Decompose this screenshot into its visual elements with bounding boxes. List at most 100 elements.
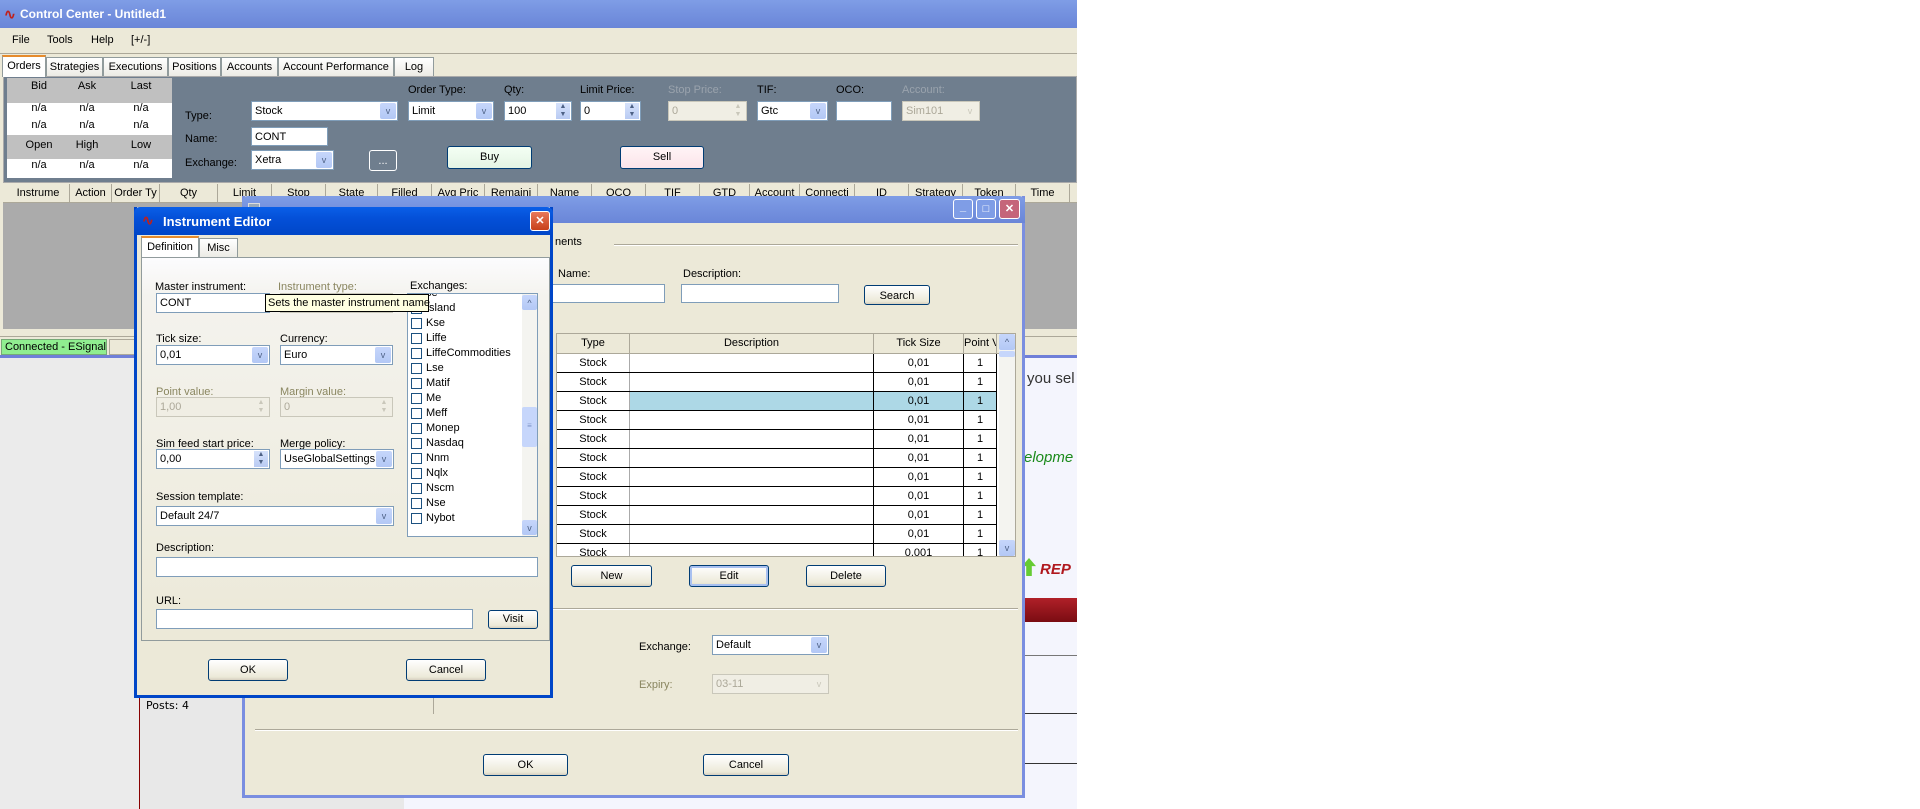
new-button[interactable]: New [571, 565, 652, 587]
exchange-item[interactable]: Meff [411, 406, 447, 421]
column-header-point-val-[interactable]: Point Val. [964, 334, 997, 353]
column-header-id[interactable]: ID [855, 184, 909, 203]
checkbox[interactable] [411, 482, 422, 494]
exchange-item[interactable]: Liffe [411, 331, 447, 346]
tab-misc[interactable]: Misc [199, 238, 238, 257]
search-button[interactable]: Search [864, 285, 930, 305]
exchange-item[interactable]: Nqlx [411, 466, 448, 481]
menu-tools[interactable]: Tools [47, 34, 73, 46]
tab-log[interactable]: Log [394, 57, 434, 76]
exchange-item[interactable]: Nscm [411, 481, 454, 496]
checkbox[interactable] [411, 512, 422, 524]
order-type-select[interactable]: Limit v [408, 101, 494, 121]
spinner-arrows-icon[interactable]: ▲ ▼ [254, 451, 268, 467]
table-row[interactable]: Stock 0,01 1 [557, 373, 997, 392]
checkbox[interactable] [411, 497, 422, 509]
exchange-item[interactable]: Me [411, 391, 441, 406]
checkbox[interactable] [411, 377, 422, 389]
close-button[interactable]: ✕ [999, 199, 1020, 219]
sim-feed-stepper[interactable]: 0,00 ▲ ▼ [156, 449, 270, 469]
buy-button[interactable]: Buy [447, 146, 532, 169]
checkbox[interactable] [411, 452, 422, 464]
menu-file[interactable]: File [12, 34, 30, 46]
scroll-down-icon[interactable]: v [999, 540, 1015, 556]
column-header-description[interactable]: Description [630, 334, 874, 353]
table-row[interactable]: Stock 0,01 1 [557, 411, 997, 430]
table-row[interactable]: Stock 0,01 1 [557, 392, 997, 411]
scroll-down-icon[interactable]: v [522, 520, 537, 535]
column-header-order-ty[interactable]: Order Ty [112, 184, 160, 203]
exchange-select[interactable]: Xetra v [251, 150, 334, 170]
menu-help[interactable]: Help [91, 34, 114, 46]
checkbox[interactable] [411, 422, 422, 434]
checkbox[interactable] [411, 437, 422, 449]
description-input[interactable] [156, 557, 538, 577]
limit-price-stepper[interactable]: 0 ▲ ▼ [580, 101, 641, 121]
table-row[interactable]: Stock 0,01 1 [557, 506, 997, 525]
reply-logo[interactable]: REP [1040, 561, 1071, 578]
column-header-qty[interactable]: Qty [160, 184, 218, 203]
cancel-button[interactable]: Cancel [703, 754, 789, 776]
checkbox[interactable] [411, 392, 422, 404]
exchange-item[interactable]: Nybot [411, 511, 455, 526]
sell-button[interactable]: Sell [620, 146, 704, 169]
master-instrument-input[interactable]: CONT [156, 293, 270, 313]
cancel-button[interactable]: Cancel [406, 659, 486, 681]
description-input[interactable] [681, 284, 839, 303]
exchange-item[interactable]: Nasdaq [411, 436, 464, 451]
maximize-button[interactable]: □ [976, 199, 996, 219]
table-scrollbar[interactable]: ^ v [999, 334, 1015, 556]
spinner-arrows-icon[interactable]: ▲ ▼ [556, 103, 570, 119]
table-row[interactable]: Stock 0,01 1 [557, 487, 997, 506]
scroll-thumb[interactable]: ≡ [522, 407, 537, 447]
exchange-item[interactable]: Lse [411, 361, 444, 376]
edit-button[interactable]: Edit [689, 565, 769, 587]
spinner-arrows-icon[interactable]: ▲ ▼ [625, 103, 639, 119]
menu-toggle[interactable]: [+/-] [131, 34, 151, 46]
url-input[interactable] [156, 609, 473, 629]
qty-stepper[interactable]: 100 ▲ ▼ [504, 101, 572, 121]
exchange-item[interactable]: Kse [411, 316, 445, 331]
browse-button[interactable]: ... [369, 150, 397, 171]
tif-select[interactable]: Gtc v [757, 101, 828, 121]
delete-button[interactable]: Delete [806, 565, 886, 587]
table-row[interactable]: Stock 0,01 1 [557, 430, 997, 449]
tick-size-select[interactable]: 0,01 v [156, 345, 270, 365]
type-select[interactable]: Stock v [251, 101, 398, 121]
name-input[interactable]: CONT [251, 127, 328, 146]
session-template-select[interactable]: Default 24/7 v [156, 506, 394, 526]
tab-accounts[interactable]: Accounts [221, 57, 278, 76]
ok-button[interactable]: OK [483, 754, 568, 776]
tab-account-performance[interactable]: Account Performance [278, 57, 394, 76]
checkbox[interactable] [411, 362, 422, 374]
table-row[interactable]: Stock 0,001 1 [557, 544, 997, 556]
scroll-up-icon[interactable]: ^ [999, 334, 1015, 350]
column-header-type[interactable]: Type [557, 334, 630, 353]
visit-button[interactable]: Visit [488, 610, 538, 629]
exchange-item[interactable]: Matif [411, 376, 450, 391]
exchange-item[interactable]: LiffeCommodities [411, 346, 511, 361]
column-header-tick-size[interactable]: Tick Size [874, 334, 964, 353]
currency-select[interactable]: Euro v [280, 345, 393, 365]
tab-positions[interactable]: Positions [168, 57, 221, 76]
close-button[interactable]: ✕ [530, 211, 550, 231]
list-scrollbar[interactable]: ^ ≡ v [522, 294, 537, 536]
table-row[interactable]: Stock 0,01 1 [557, 354, 997, 373]
checkbox[interactable] [411, 332, 422, 344]
tab-orders[interactable]: Orders [2, 55, 46, 77]
checkbox[interactable] [411, 407, 422, 419]
name-input[interactable] [545, 284, 665, 303]
checkbox[interactable] [411, 317, 422, 329]
table-row[interactable]: Stock 0,01 1 [557, 525, 997, 544]
scroll-up-icon[interactable]: ^ [522, 295, 537, 310]
checkbox[interactable] [411, 347, 422, 359]
tab-strategies[interactable]: Strategies [46, 57, 103, 76]
column-header-time[interactable]: Time [1016, 184, 1070, 203]
merge-policy-select[interactable]: UseGlobalSettings v [280, 449, 394, 469]
exchange-item[interactable]: Nnm [411, 451, 449, 466]
minimize-button[interactable]: _ [953, 199, 973, 219]
table-row[interactable]: Stock 0,01 1 [557, 449, 997, 468]
table-row[interactable]: Stock 0,01 1 [557, 468, 997, 487]
tab-executions[interactable]: Executions [103, 57, 168, 76]
ok-button[interactable]: OK [208, 659, 288, 681]
